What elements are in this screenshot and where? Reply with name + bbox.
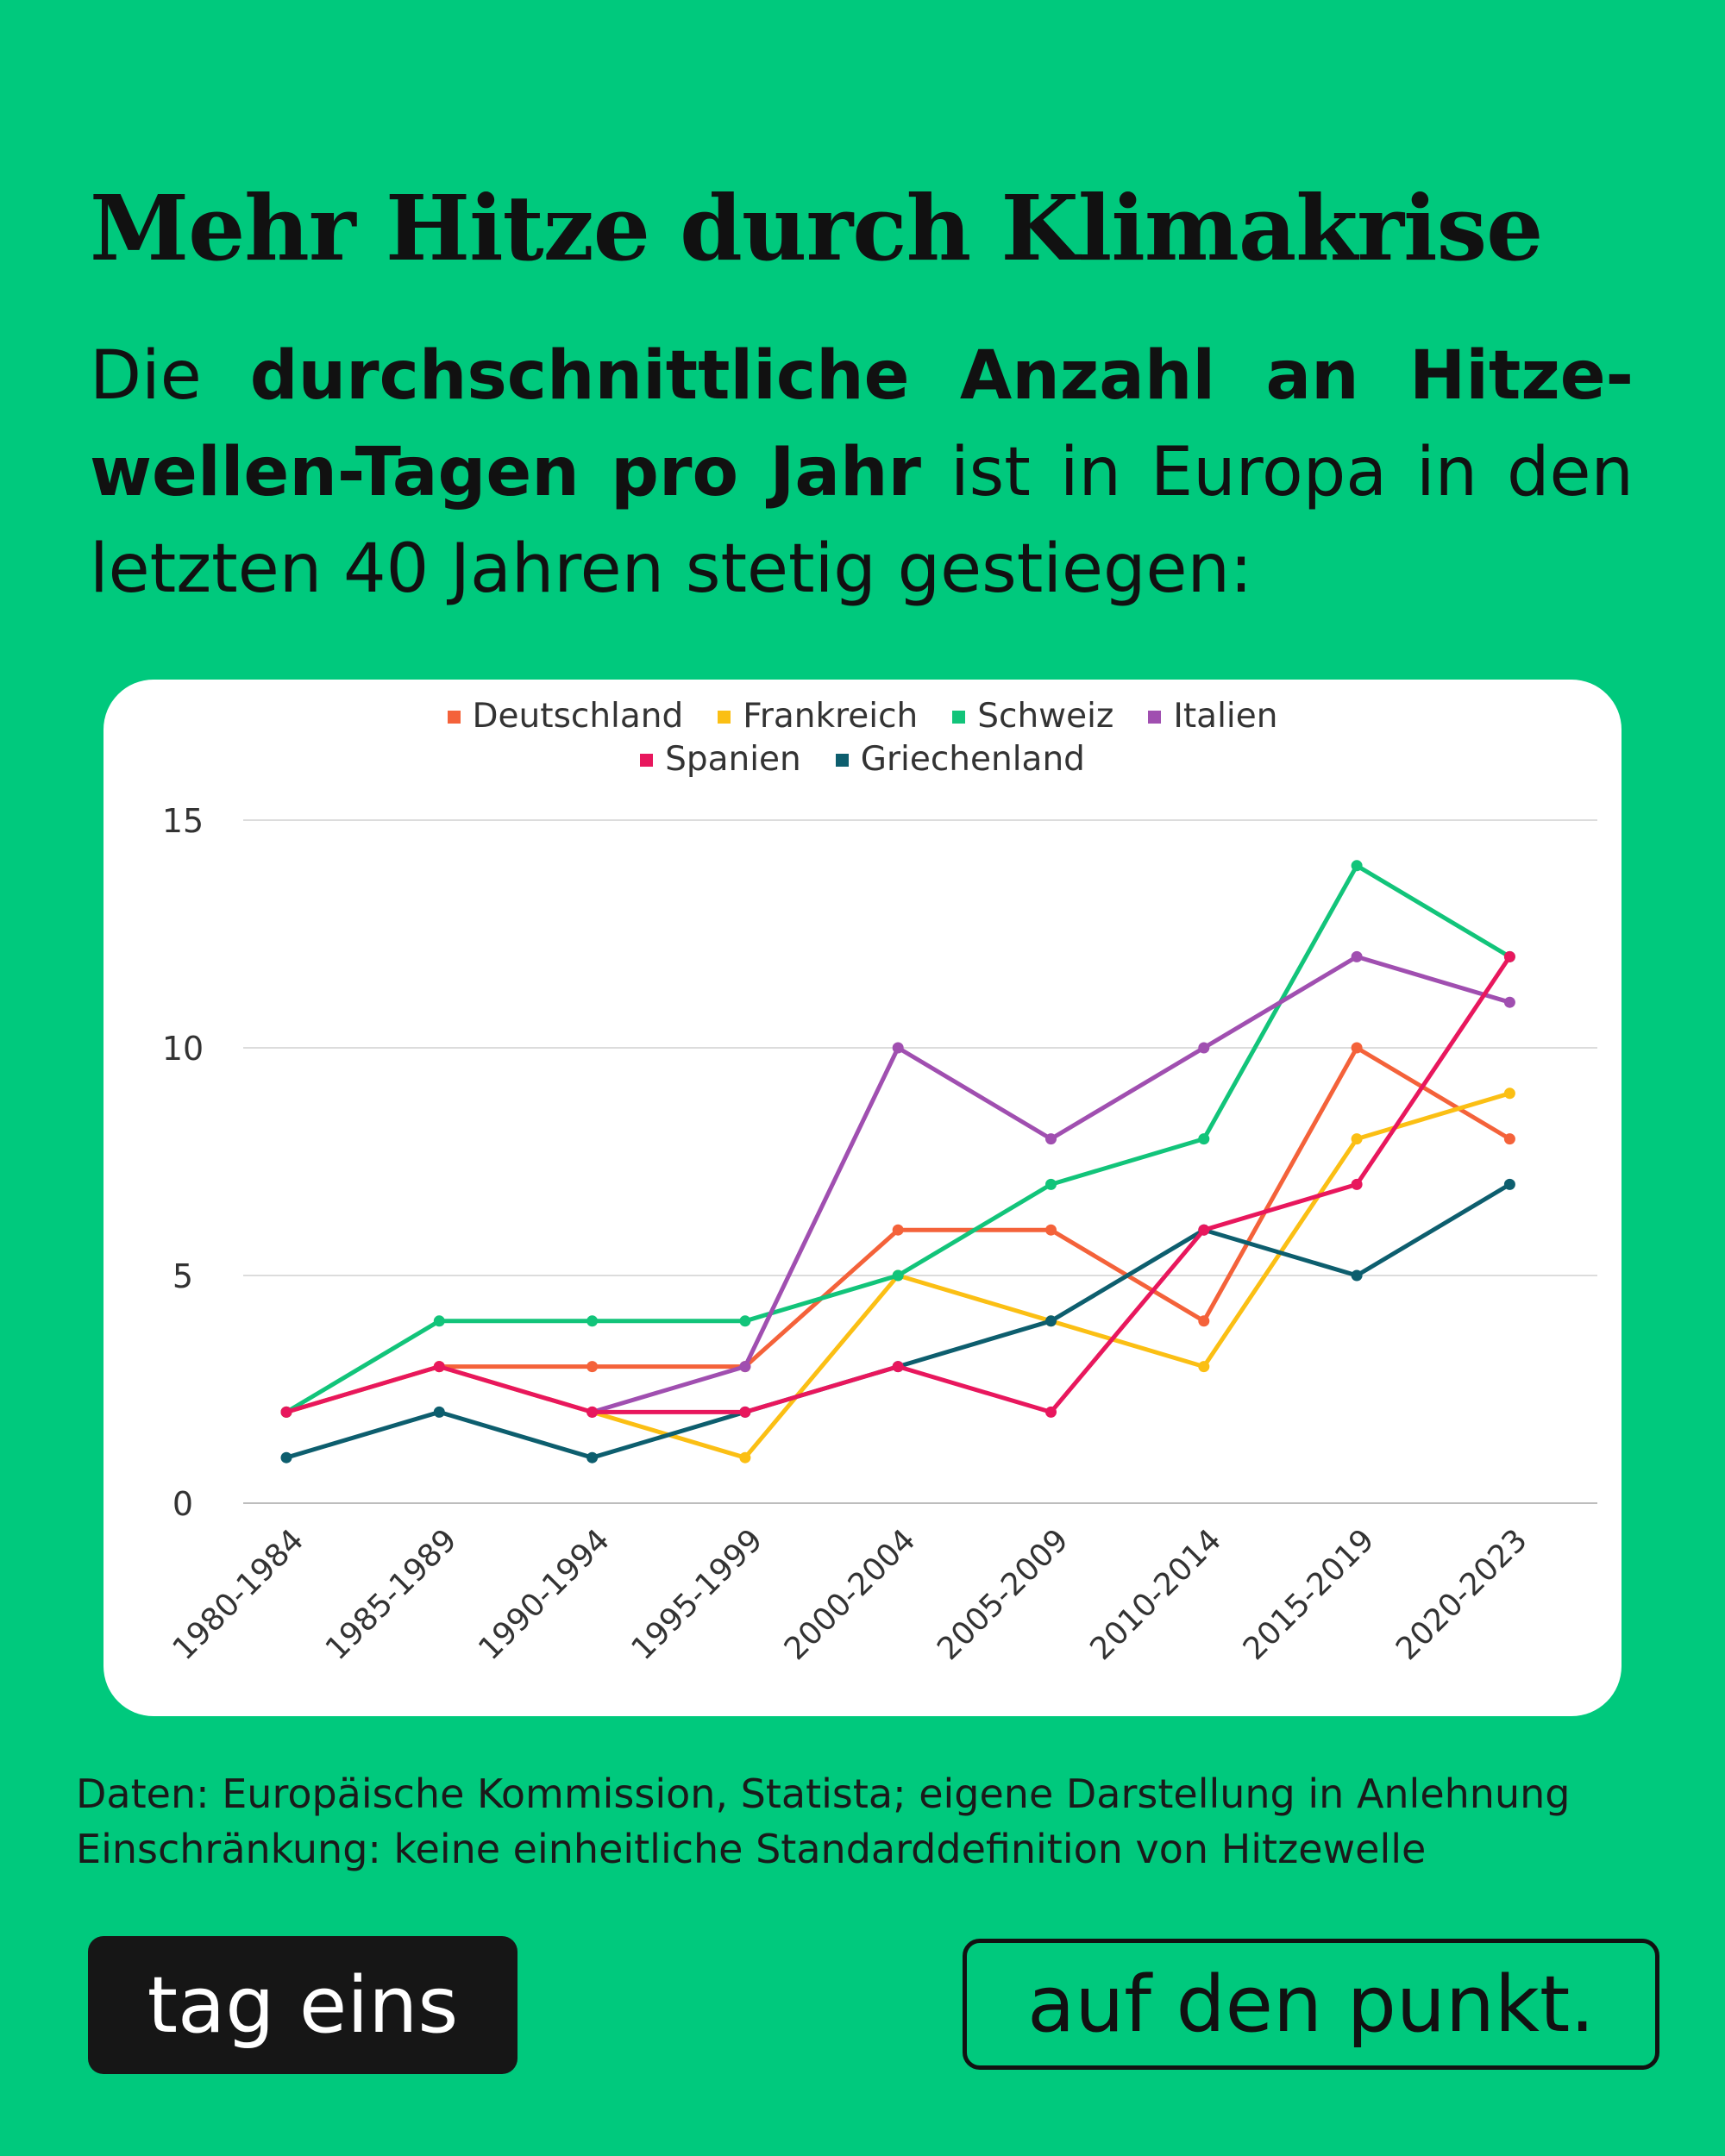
intro-suffix: ist in Europa in den letzten 40 Jahren s… — [90, 434, 1634, 608]
y-tick-label: 10 — [162, 1030, 204, 1068]
data-point-italien — [892, 1042, 904, 1054]
data-point-frankreich — [739, 1451, 751, 1463]
source-line-data: Daten: Europäische Kommission, Statista;… — [76, 1771, 1571, 1817]
data-point-spanien — [433, 1361, 445, 1373]
brand-logo-tag-eins: tag eins — [88, 1936, 518, 2074]
x-tick-label: 2015-2019 — [1237, 1522, 1382, 1667]
data-point-griechenland — [586, 1451, 599, 1463]
legend-swatch — [718, 711, 731, 724]
data-point-deutschland — [1351, 1042, 1363, 1054]
x-tick-label: 1980-1984 — [166, 1522, 311, 1667]
data-point-griechenland — [1351, 1269, 1363, 1282]
x-tick-label: 1985-1989 — [319, 1522, 464, 1667]
data-point-italien — [1045, 1133, 1057, 1145]
data-point-griechenland — [280, 1451, 292, 1463]
data-point-spanien — [1351, 1178, 1363, 1190]
data-point-spanien — [1503, 950, 1515, 962]
data-point-frankreich — [1351, 1133, 1363, 1145]
data-point-italien — [1503, 996, 1515, 1008]
x-tick-label: 2000-2004 — [778, 1522, 923, 1667]
data-point-italien — [739, 1361, 751, 1373]
data-point-schweiz — [433, 1315, 445, 1327]
legend-item-italien: Italien — [1148, 695, 1277, 738]
legend-item-deutschland: Deutschland — [447, 695, 684, 738]
x-tick-label: 1990-1994 — [472, 1522, 617, 1667]
legend-swatch — [1148, 711, 1162, 724]
legend-item-frankreich: Frankreich — [718, 695, 918, 738]
data-point-spanien — [1198, 1224, 1210, 1236]
data-point-deutschland — [1503, 1133, 1515, 1145]
brand-tagline-box: auf den punkt. — [963, 1939, 1659, 2070]
data-point-schweiz — [586, 1315, 599, 1327]
intro-bold: durchschnittliche Anzahl an Hitze-wellen… — [90, 337, 1634, 511]
y-tick-label: 15 — [162, 802, 204, 840]
series-line-schweiz — [284, 863, 1512, 1414]
chart-legend: Deutschland Frankreich Schweiz Italien Spani… — [336, 695, 1389, 781]
data-point-deutschland — [1045, 1224, 1057, 1236]
legend-label: Spanien — [665, 740, 801, 779]
x-tick-label: 2010-2014 — [1083, 1522, 1228, 1667]
data-point-spanien — [586, 1406, 599, 1418]
intro-text: Die durchschnittliche Anzahl an Hitze-we… — [90, 328, 1634, 617]
legend-label: Italien — [1173, 697, 1278, 736]
x-tick-label: 1995-1999 — [625, 1522, 770, 1667]
x-tick-label: 2020-2023 — [1389, 1522, 1534, 1667]
legend-label: Schweiz — [977, 697, 1114, 736]
line-chart: 0 5 10 15 1980-1984 1985-1989 1990-1994 1995-19… — [162, 802, 1597, 1667]
x-tick-label: 2005-2009 — [931, 1522, 1076, 1667]
data-point-deutschland — [892, 1224, 904, 1236]
legend-item-spanien: Spanien — [640, 738, 801, 781]
data-point-frankreich — [1503, 1087, 1515, 1100]
data-point-spanien — [739, 1406, 751, 1418]
data-point-schweiz — [1198, 1133, 1210, 1145]
data-point-spanien — [280, 1406, 292, 1418]
source-line-restriction: Einschränkung: keine einheitliche Standa… — [76, 1826, 1427, 1872]
chart-card: Deutschland Frankreich Schweiz Italien Spani… — [104, 680, 1622, 1716]
data-point-schweiz — [892, 1269, 904, 1282]
data-point-griechenland — [1045, 1315, 1057, 1327]
data-point-spanien — [892, 1361, 904, 1373]
legend-item-griechenland: Griechenland — [835, 738, 1085, 781]
y-tick-label: 5 — [172, 1257, 193, 1295]
legend-swatch — [640, 754, 654, 767]
legend-label: Frankreich — [743, 697, 919, 736]
data-point-deutschland — [1198, 1315, 1210, 1327]
data-point-griechenland — [433, 1406, 445, 1418]
data-point-schweiz — [1045, 1178, 1057, 1190]
intro-prefix: Die — [90, 337, 250, 415]
legend-label: Griechenland — [860, 740, 1085, 779]
source-note: Daten: Europäische Kommission, Statista;… — [76, 1766, 1715, 1877]
legend-label: Deutschland — [472, 697, 684, 736]
data-point-italien — [1351, 950, 1363, 962]
legend-swatch — [447, 711, 461, 724]
page-title: Mehr Hitze durch Klimakrise — [90, 175, 1543, 281]
legend-item-schweiz: Schweiz — [952, 695, 1113, 738]
data-point-schweiz — [739, 1315, 751, 1327]
legend-swatch — [952, 711, 966, 724]
y-tick-label: 0 — [172, 1485, 193, 1523]
legend-swatch — [835, 754, 849, 767]
data-point-deutschland — [586, 1361, 599, 1373]
data-point-italien — [1198, 1042, 1210, 1054]
data-point-schweiz — [1351, 860, 1363, 872]
data-point-griechenland — [1503, 1178, 1515, 1190]
data-point-spanien — [1045, 1406, 1057, 1418]
data-point-frankreich — [1198, 1361, 1210, 1373]
